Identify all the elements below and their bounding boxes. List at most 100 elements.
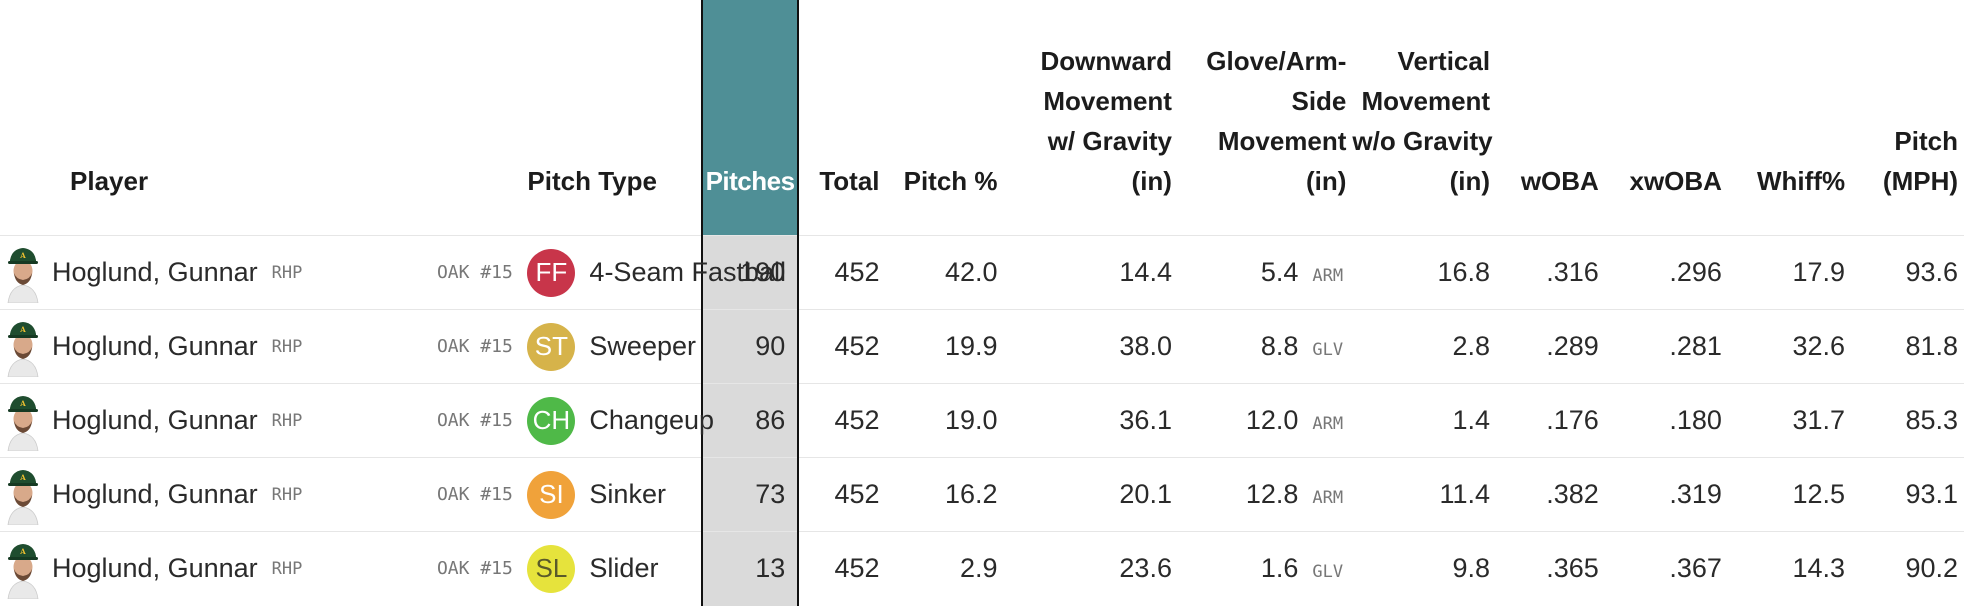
woba-cell: .289 bbox=[1496, 309, 1605, 384]
glove-arm-value: 5.4 bbox=[1260, 257, 1299, 287]
downward-movement-cell: 14.4 bbox=[1003, 235, 1178, 310]
total-cell: 452 bbox=[834, 553, 880, 584]
total-cell: 452 bbox=[798, 235, 886, 310]
header-player[interactable]: Player bbox=[0, 0, 431, 236]
vertical-movement-cell: 2.8 bbox=[1352, 309, 1497, 384]
pitches-cell: 86 bbox=[700, 383, 800, 458]
glove-arm-value: 1.6 bbox=[1260, 553, 1299, 584]
header-mph-line-1: Pitch bbox=[1894, 126, 1958, 156]
player-cell: A Hoglund, Gunnar RHP bbox=[0, 235, 431, 310]
header-pitch-type[interactable]: Pitch Type bbox=[527, 0, 702, 236]
header-glove-arm-line-2: Side bbox=[1291, 86, 1347, 116]
player-name[interactable]: Hoglund, Gunnar bbox=[52, 553, 258, 584]
throwing-hand: RHP bbox=[271, 410, 303, 431]
movement-side-label: GLV bbox=[1312, 340, 1344, 360]
pitch-pct-cell: 19.9 bbox=[885, 309, 1004, 384]
pitch-type-cell: ST Sweeper bbox=[527, 309, 702, 384]
woba-cell: .365 bbox=[1546, 553, 1599, 584]
pitch-type-name: Changeup bbox=[589, 405, 715, 435]
glove-arm-value: 12.0 bbox=[1245, 405, 1299, 435]
pitch-type-name: Sweeper bbox=[589, 331, 696, 361]
team-number: OAK #15 bbox=[436, 558, 513, 580]
header-pitches[interactable]: Pitches bbox=[700, 0, 800, 236]
svg-text:A: A bbox=[19, 547, 26, 556]
player-cell: A Hoglund, Gunnar RHP bbox=[0, 309, 431, 384]
svg-text:A: A bbox=[19, 473, 26, 482]
pitch-pct-cell: 16.2 bbox=[885, 457, 1004, 532]
pitches-cell: 73 bbox=[700, 457, 800, 532]
header-xwoba[interactable]: xwOBA bbox=[1604, 0, 1728, 236]
movement-side-label: ARM bbox=[1312, 488, 1344, 508]
player-headshot-icon: A bbox=[6, 390, 40, 451]
woba-cell: .382 bbox=[1496, 457, 1605, 532]
player-headshot-icon: A bbox=[6, 464, 40, 525]
pitch-type-cell: FF 4-Seam Fastball bbox=[527, 235, 786, 310]
player-name[interactable]: Hoglund, Gunnar bbox=[52, 257, 258, 287]
team-number: OAK #15 bbox=[430, 457, 528, 532]
player-name[interactable]: Hoglund, Gunnar bbox=[52, 479, 258, 509]
pitches-cell: 13 bbox=[700, 531, 800, 606]
woba-cell: .316 bbox=[1496, 235, 1605, 310]
header-vertical-movement[interactable]: Vertical Movement w/o Gravity (in) bbox=[1352, 0, 1497, 236]
player-headshot-icon: A bbox=[6, 316, 40, 377]
xwoba-cell: .281 bbox=[1604, 309, 1728, 384]
vertical-movement-cell: 1.4 bbox=[1352, 383, 1497, 458]
total-cell: 452 bbox=[798, 457, 886, 532]
header-woba[interactable]: wOBA bbox=[1496, 0, 1605, 236]
total-cell: 452 bbox=[798, 383, 886, 458]
xwoba-cell: .319 bbox=[1604, 457, 1728, 532]
player-cell: A Hoglund, Gunnar RHP bbox=[0, 457, 431, 532]
header-pitch-mph[interactable]: Pitch (MPH) bbox=[1851, 0, 1964, 236]
header-pitch-pct[interactable]: Pitch % bbox=[885, 0, 1004, 236]
header-glove-arm-line-4: (in) bbox=[1305, 166, 1347, 196]
downward-movement-cell: 36.1 bbox=[1003, 383, 1178, 458]
pitch-mph-cell: 93.1 bbox=[1851, 457, 1964, 532]
pitches-cell: 190 bbox=[700, 235, 800, 310]
whiff-cell: 32.6 bbox=[1727, 309, 1852, 384]
pitch-type-badge: ST bbox=[527, 322, 576, 371]
whiff-cell: 31.7 bbox=[1727, 383, 1852, 458]
pitch-mph-cell: 81.8 bbox=[1851, 309, 1964, 384]
header-glove-arm-movement[interactable]: Glove/Arm- Side Movement (in) bbox=[1177, 0, 1353, 236]
team-number: OAK #15 bbox=[430, 309, 528, 384]
throwing-hand: RHP bbox=[271, 336, 303, 357]
table-row: A Hoglund, Gunnar RHP OAK #15 SI Sinker … bbox=[0, 457, 1964, 532]
pitch-type-cell: SL Slider bbox=[527, 532, 701, 606]
vertical-movement-cell: 9.8 bbox=[1452, 553, 1491, 584]
player-name[interactable]: Hoglund, Gunnar bbox=[52, 405, 258, 435]
vertical-movement-cell: 16.8 bbox=[1352, 235, 1497, 310]
throwing-hand: RHP bbox=[271, 262, 303, 283]
header-total[interactable]: Total bbox=[798, 0, 886, 236]
whiff-cell: 14.3 bbox=[1792, 553, 1846, 584]
header-vertical-line-3: w/o Gravity bbox=[1352, 126, 1493, 156]
glove-arm-value: 12.8 bbox=[1245, 479, 1299, 509]
svg-text:A: A bbox=[19, 251, 26, 260]
pitch-type-badge: CH bbox=[527, 396, 576, 445]
glove-arm-movement-cell: 5.4 ARM bbox=[1177, 235, 1353, 310]
total-cell: 452 bbox=[798, 309, 886, 384]
throwing-hand: RHP bbox=[271, 558, 303, 579]
header-mph-line-2: (MPH) bbox=[1882, 166, 1958, 196]
vertical-movement-cell: 11.4 bbox=[1352, 457, 1497, 532]
pitch-mph-cell: 85.3 bbox=[1851, 383, 1964, 458]
header-downward-line-2: Movement bbox=[1043, 86, 1172, 116]
header-downward-line-4: (in) bbox=[1131, 166, 1172, 196]
header-vertical-line-1: Vertical bbox=[1397, 46, 1491, 76]
player-headshot-icon: A bbox=[6, 242, 40, 303]
svg-text:A: A bbox=[19, 325, 26, 334]
glove-arm-movement-cell: 8.8 GLV bbox=[1177, 309, 1353, 384]
team-number: OAK #15 bbox=[430, 383, 528, 458]
header-downward-movement[interactable]: Downward Movement w/ Gravity (in) bbox=[1003, 0, 1178, 236]
header-downward-line-1: Downward bbox=[1040, 46, 1172, 76]
header-vertical-line-4: (in) bbox=[1449, 166, 1491, 196]
player-cell: A Hoglund, Gunnar RHP bbox=[0, 532, 431, 606]
xwoba-cell: .367 bbox=[1669, 553, 1722, 584]
pitch-type-badge: SL bbox=[527, 544, 576, 593]
glove-arm-movement-cell: 12.0 ARM bbox=[1177, 383, 1353, 458]
player-name[interactable]: Hoglund, Gunnar bbox=[52, 331, 258, 361]
downward-movement-cell: 38.0 bbox=[1003, 309, 1178, 384]
xwoba-cell: .180 bbox=[1604, 383, 1728, 458]
table-row: A Hoglund, Gunnar RHP OAK #15 CH Changeu… bbox=[0, 383, 1964, 458]
header-whiff[interactable]: Whiff% bbox=[1727, 0, 1852, 236]
throwing-hand: RHP bbox=[271, 484, 303, 505]
